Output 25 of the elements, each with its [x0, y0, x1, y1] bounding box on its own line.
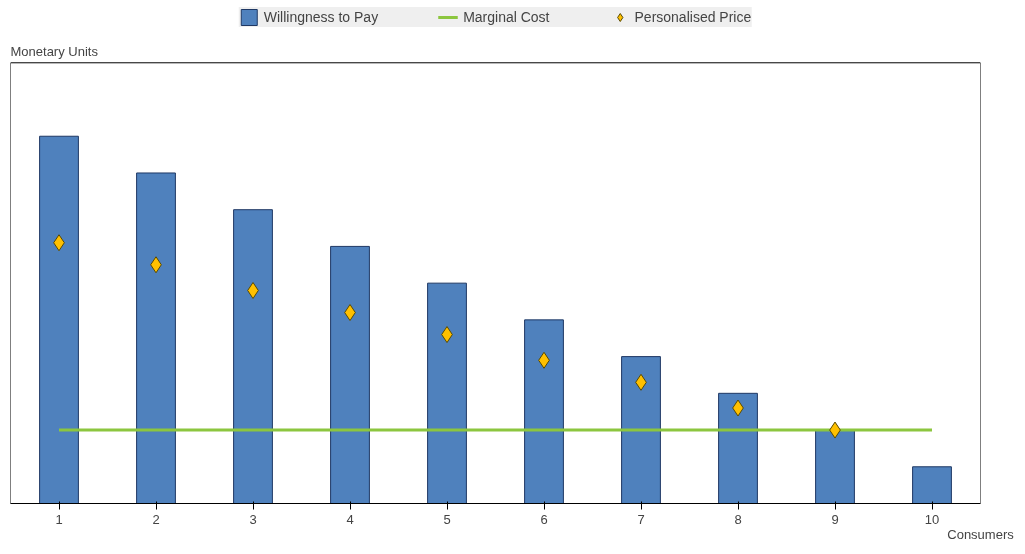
bar	[524, 319, 564, 504]
text: Monetary Units	[10, 43, 99, 59]
bar	[912, 466, 952, 504]
legend-label: Marginal Cost	[463, 9, 550, 25]
bar	[233, 209, 273, 504]
x-tick-label: 6	[540, 511, 548, 527]
x-tick-label: 9	[831, 511, 839, 527]
bar	[427, 282, 467, 504]
x-tick-label: 5	[443, 511, 451, 527]
bar	[330, 245, 370, 504]
x-tick-label: 7	[637, 511, 645, 527]
legend-label: Willingness to Pay	[263, 9, 379, 25]
x-tick-label: 10	[924, 511, 940, 527]
x-tick-label: 8	[734, 511, 742, 527]
bar	[621, 356, 661, 504]
bar	[136, 172, 176, 504]
legend-label: Personalised Price	[634, 9, 752, 25]
bar	[39, 135, 79, 504]
x-tick-label: 4	[346, 511, 354, 527]
x-tick-label: 3	[249, 511, 257, 527]
x-axis-title: Consumers	[947, 526, 1015, 542]
x-tick-label: 1	[55, 511, 63, 527]
bar	[718, 392, 758, 504]
bar	[815, 429, 855, 504]
x-tick-label: 2	[152, 511, 160, 527]
